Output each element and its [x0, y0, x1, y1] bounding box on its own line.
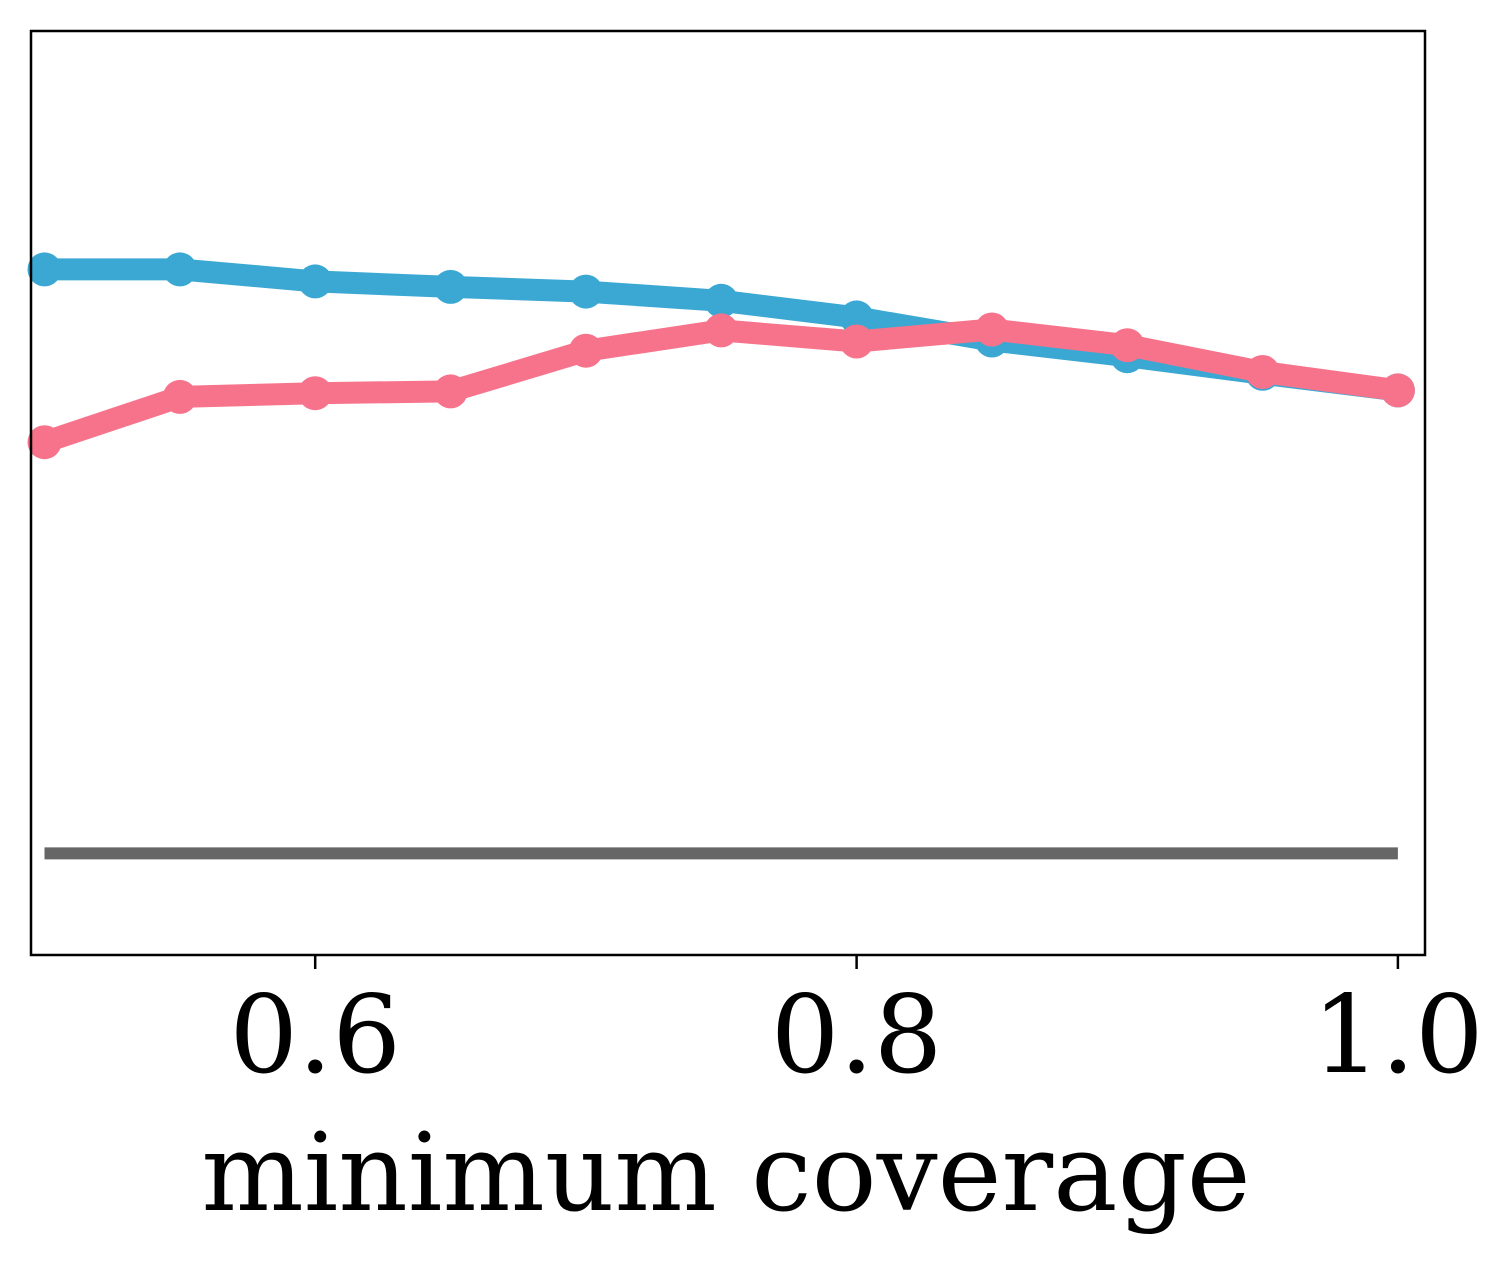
series-2-point: [298, 376, 333, 411]
series-2-point: [839, 324, 874, 359]
series-2-point: [974, 312, 1009, 347]
series-1-point: [704, 283, 739, 318]
series-2: [27, 312, 1415, 460]
series-2-point: [704, 313, 739, 348]
series-2-point: [1110, 328, 1145, 363]
series-2-point: [1245, 355, 1280, 389]
x-tick-label: 1.0: [1312, 973, 1484, 1098]
series-1-point: [162, 252, 197, 287]
x-tick-label: 0.8: [771, 973, 943, 1098]
x-axis-ticks: 0.6 0.8 1.0: [229, 955, 1484, 1098]
series-1-point: [298, 264, 333, 299]
series-1-point: [839, 300, 874, 335]
plot-frame: [29, 29, 1427, 957]
series-1-point: [568, 274, 603, 309]
series-2-point: [433, 374, 468, 409]
series-2-point: [162, 379, 197, 414]
series-2-point: [27, 425, 62, 460]
x-tick-label: 0.6: [229, 973, 401, 1098]
series-layer: [27, 252, 1415, 860]
series-1-point: [27, 252, 62, 287]
x-axis-label: minimum coverage: [201, 1111, 1250, 1236]
series-2-point: [1380, 373, 1415, 408]
series-2-point: [568, 333, 603, 368]
series-1-point: [433, 269, 468, 304]
